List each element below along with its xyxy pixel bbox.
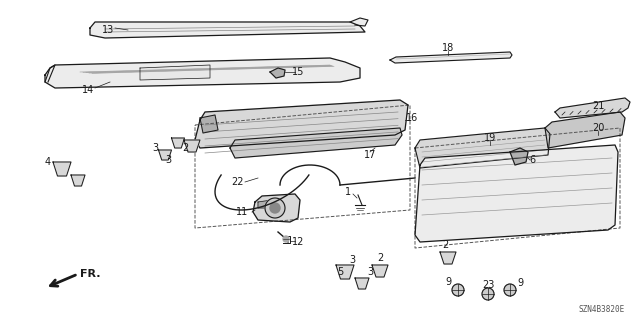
Circle shape [270, 203, 280, 213]
Text: 9: 9 [517, 278, 523, 288]
Circle shape [504, 284, 516, 296]
Circle shape [482, 288, 494, 300]
Text: 3: 3 [367, 267, 373, 277]
Text: FR.: FR. [80, 269, 100, 279]
Text: 5: 5 [337, 267, 343, 277]
Text: 18: 18 [442, 43, 454, 53]
Polygon shape [230, 128, 402, 158]
Polygon shape [195, 100, 408, 148]
Text: 23: 23 [482, 280, 494, 290]
Circle shape [283, 236, 289, 242]
Circle shape [265, 198, 285, 218]
Polygon shape [184, 140, 200, 152]
Text: 2: 2 [182, 143, 188, 153]
Polygon shape [90, 22, 365, 38]
Text: 6: 6 [529, 155, 535, 165]
Text: 9: 9 [445, 277, 451, 287]
Text: 21: 21 [592, 101, 604, 111]
Text: 20: 20 [592, 123, 604, 133]
Polygon shape [510, 148, 528, 165]
Polygon shape [159, 150, 172, 160]
Polygon shape [253, 194, 300, 222]
Polygon shape [258, 200, 272, 208]
Text: 22: 22 [232, 177, 244, 187]
Text: 17: 17 [364, 150, 376, 160]
Polygon shape [555, 98, 630, 118]
Text: 15: 15 [292, 67, 304, 77]
Polygon shape [355, 278, 369, 289]
Text: 4: 4 [45, 157, 51, 167]
Text: SZN4B3820E: SZN4B3820E [579, 305, 625, 314]
Text: 1: 1 [345, 187, 351, 197]
Polygon shape [372, 265, 388, 277]
Polygon shape [53, 162, 71, 176]
Polygon shape [200, 115, 218, 133]
Text: 3: 3 [349, 255, 355, 265]
Text: 3: 3 [165, 155, 171, 165]
Polygon shape [336, 265, 354, 279]
Polygon shape [270, 68, 285, 78]
Polygon shape [415, 128, 550, 168]
Text: 12: 12 [292, 237, 304, 247]
Text: 11: 11 [236, 207, 248, 217]
Text: 2: 2 [442, 240, 448, 250]
Polygon shape [140, 65, 210, 80]
Polygon shape [350, 18, 368, 26]
Circle shape [452, 284, 464, 296]
Text: 16: 16 [406, 113, 418, 123]
Polygon shape [45, 58, 360, 88]
Text: 13: 13 [102, 25, 114, 35]
Polygon shape [172, 138, 184, 148]
Polygon shape [45, 65, 55, 82]
Polygon shape [71, 175, 85, 186]
Text: 2: 2 [377, 253, 383, 263]
Text: 3: 3 [152, 143, 158, 153]
Text: 19: 19 [484, 133, 496, 143]
Text: 14: 14 [82, 85, 94, 95]
Polygon shape [415, 145, 618, 242]
Polygon shape [390, 52, 512, 63]
Polygon shape [545, 112, 625, 148]
Polygon shape [440, 252, 456, 264]
